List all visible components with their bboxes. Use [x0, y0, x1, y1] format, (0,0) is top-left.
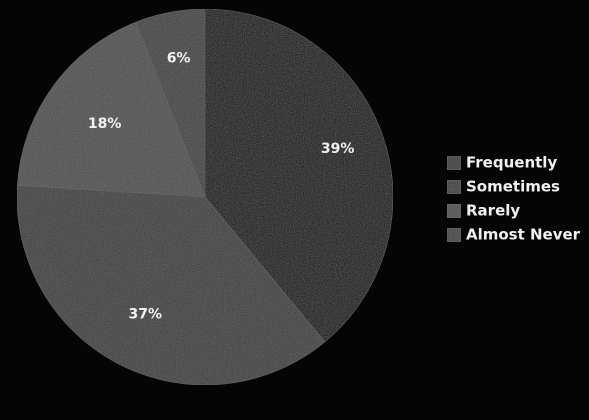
- legend-label-sometimes: Sometimes: [466, 178, 560, 196]
- pie-slices: [16, 8, 394, 386]
- legend-label-rarely: Rarely: [466, 202, 520, 220]
- legend-swatch-sometimes: [446, 179, 462, 195]
- legend-label-frequently: Frequently: [466, 154, 557, 172]
- data-label-rarely: 18%: [88, 116, 122, 132]
- data-label-sometimes: 37%: [128, 306, 162, 322]
- data-label-almost-never: 6%: [167, 50, 191, 66]
- pie-slice-frequently: [204, 8, 394, 343]
- legend-swatch-almost-never: [446, 227, 462, 243]
- slice-labels: 39% 37% 18% 6%: [88, 50, 355, 322]
- legend-swatch-rarely: [446, 203, 462, 219]
- pie-slice-rarely: [17, 21, 206, 198]
- legend-label-almost-never: Almost Never: [466, 226, 581, 244]
- legend-swatch-frequently: [446, 155, 462, 171]
- legend: Frequently Sometimes Rarely Almost Never: [446, 154, 581, 244]
- data-label-frequently: 39%: [321, 141, 355, 157]
- pie-slice-almost-never: [135, 8, 206, 198]
- pie-slice-sometimes: [16, 184, 326, 386]
